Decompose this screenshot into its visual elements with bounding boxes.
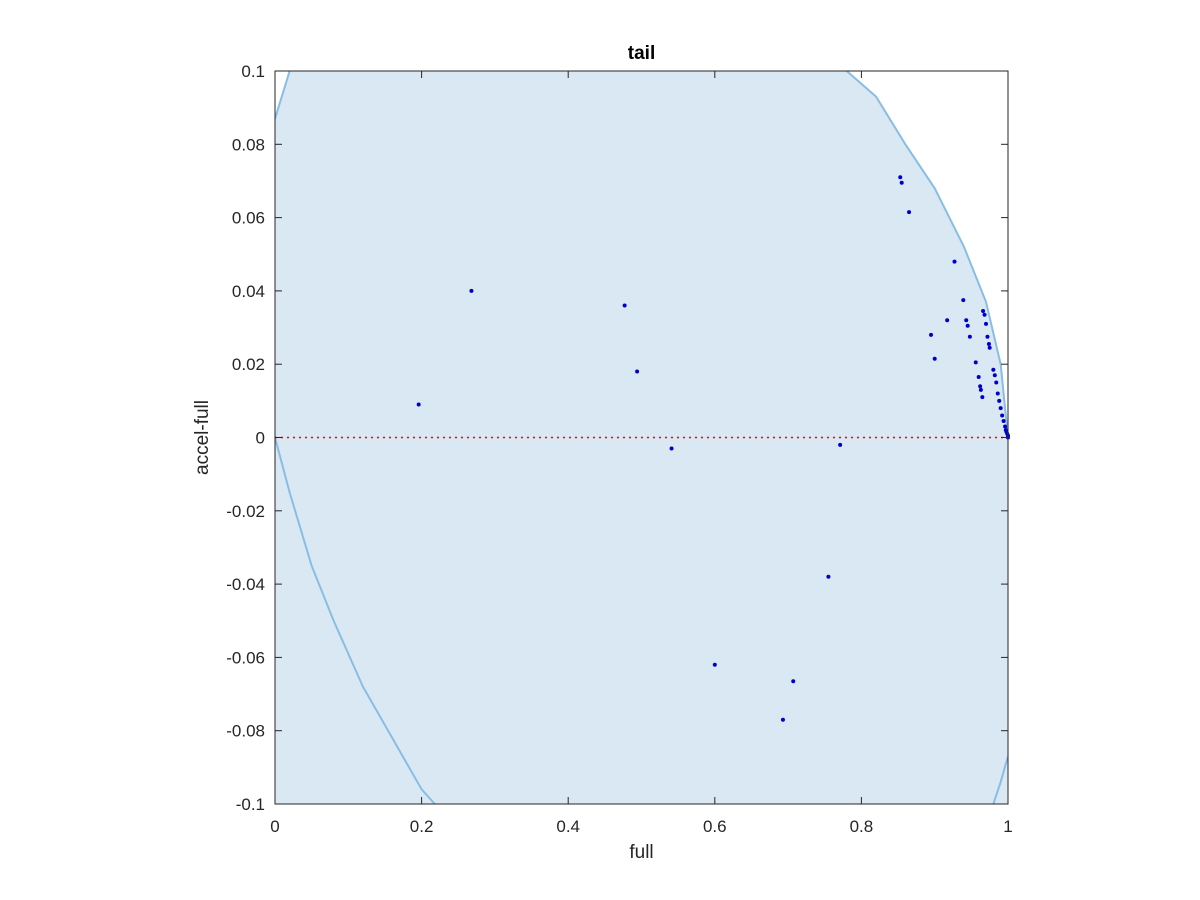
region-edge-right xyxy=(846,71,1008,438)
data-point xyxy=(982,312,987,317)
data-point xyxy=(967,334,972,339)
y-tick-label: -0.1 xyxy=(236,795,265,814)
data-point xyxy=(981,309,986,314)
data-point xyxy=(416,402,421,407)
data-point xyxy=(1003,424,1008,429)
data-point xyxy=(929,332,934,337)
plot-area: 0 0.2 0.4 0.6 0.8 1 -0.1 -0.08 -0.06 -0.04 -0.02 0 0… xyxy=(226,62,1012,836)
data-point xyxy=(791,679,796,684)
data-point xyxy=(899,180,904,185)
data-point xyxy=(952,259,957,264)
y-tick-label: 0.06 xyxy=(232,209,265,228)
x-axis-label: full xyxy=(629,842,653,863)
region-edge-lower xyxy=(275,437,436,804)
x-tick-label: 1 xyxy=(1003,817,1012,836)
data-point xyxy=(978,384,983,389)
data-point xyxy=(991,367,996,372)
data-point xyxy=(669,446,674,451)
y-tick-label: -0.06 xyxy=(226,648,265,667)
data-point xyxy=(635,369,640,374)
data-point xyxy=(945,318,950,323)
data-point xyxy=(978,387,983,392)
y-tick-label: -0.04 xyxy=(226,575,265,594)
data-point xyxy=(998,406,1003,411)
data-point xyxy=(622,303,627,308)
data-point xyxy=(932,356,937,361)
data-point xyxy=(976,375,981,380)
data-point xyxy=(985,334,990,339)
y-tick-label: 0.04 xyxy=(232,282,265,301)
x-tick-label: 0.6 xyxy=(703,817,727,836)
x-tick-label: 0.8 xyxy=(850,817,874,836)
data-point xyxy=(780,717,785,722)
data-point xyxy=(986,342,991,347)
axis-ticks: 0 0.2 0.4 0.6 0.8 1 -0.1 -0.08 -0.06 -0.04 -0.02 0 0… xyxy=(226,62,1012,836)
data-point xyxy=(898,175,903,180)
y-tick-label: 0.02 xyxy=(232,355,265,374)
data-point xyxy=(995,391,1000,396)
data-point xyxy=(984,321,989,326)
data-point xyxy=(826,574,831,579)
y-tick-label: -0.02 xyxy=(226,502,265,521)
y-axis-label: accel-full xyxy=(192,400,213,475)
data-point xyxy=(992,373,997,378)
y-tick-label: 0.1 xyxy=(241,62,265,81)
x-tick-label: 0.2 xyxy=(410,817,434,836)
data-point xyxy=(1000,413,1005,418)
x-tick-label: 0 xyxy=(270,817,279,836)
data-point xyxy=(961,298,966,303)
y-tick-label: 0.08 xyxy=(232,135,265,154)
data-point xyxy=(987,345,992,350)
data-point xyxy=(997,398,1002,403)
chart-title: tail xyxy=(628,43,655,64)
y-tick-label: 0 xyxy=(256,429,265,448)
y-tick-label: -0.08 xyxy=(226,722,265,741)
data-points xyxy=(416,175,1010,722)
data-point xyxy=(1001,419,1006,424)
data-point xyxy=(712,662,717,667)
data-point xyxy=(838,442,843,447)
region-edge-upper xyxy=(275,71,291,119)
data-point xyxy=(964,318,969,323)
data-point xyxy=(980,395,985,400)
data-point xyxy=(469,288,474,293)
data-point xyxy=(965,323,970,328)
data-point xyxy=(907,210,912,215)
data-point xyxy=(973,360,978,365)
x-tick-label: 0.4 xyxy=(556,817,580,836)
region-edge-lower-right xyxy=(992,756,1008,804)
data-point xyxy=(994,380,999,385)
